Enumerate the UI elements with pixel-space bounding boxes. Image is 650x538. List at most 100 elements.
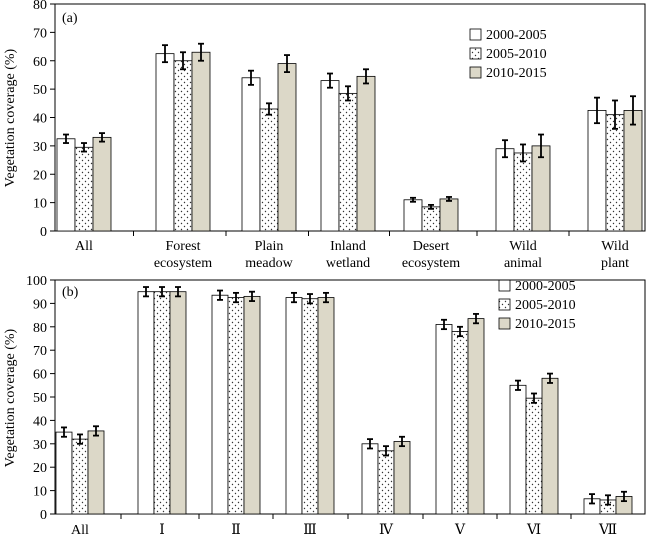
panel-a: Vegetation coverage (%) (a) 2000-2005200… — [3, 0, 646, 271]
bar — [155, 53, 175, 232]
error-bar — [538, 133, 544, 159]
bar — [393, 441, 411, 515]
error-bar — [266, 102, 272, 116]
error-bar — [99, 132, 105, 143]
legend-swatch — [469, 66, 482, 79]
category-label: Ⅵ — [526, 523, 541, 538]
error-bar — [630, 95, 636, 126]
error-bar — [327, 72, 333, 89]
bar — [531, 145, 551, 232]
error-bar — [399, 435, 405, 448]
category-label: Ⅴ — [454, 523, 466, 538]
y-tick-label: 70 — [33, 344, 47, 359]
error-bar — [446, 196, 452, 202]
bar — [623, 110, 643, 232]
error-bar — [198, 42, 204, 62]
category-labels-b: All Ⅰ Ⅱ Ⅲ Ⅳ Ⅴ Ⅵ Ⅶ — [71, 523, 617, 538]
category-label: plant — [601, 256, 629, 271]
category-label: Ⅳ — [379, 523, 394, 538]
legend-swatch — [469, 47, 482, 60]
category-label: ecosystem — [154, 256, 212, 271]
error-bar — [531, 392, 537, 404]
bar — [301, 298, 319, 515]
error-bar — [249, 290, 255, 302]
error-bar — [77, 433, 83, 445]
error-bar — [63, 133, 69, 144]
bar — [361, 443, 379, 515]
y-tick-label: 70 — [33, 26, 47, 41]
axes-b: 0 10 20 30 40 50 60 70 80 90 100 — [26, 274, 646, 523]
error-bar — [307, 293, 313, 305]
y-tick-label: 20 — [33, 461, 47, 476]
bar — [285, 297, 303, 515]
error-bar — [441, 318, 447, 331]
category-label: animal — [504, 256, 542, 271]
legend-swatch — [469, 28, 482, 41]
bar — [605, 114, 625, 232]
y-tick-label: 10 — [33, 197, 47, 212]
error-bar — [605, 494, 611, 506]
bar — [153, 291, 171, 515]
category-label: Forest — [166, 239, 201, 254]
bar — [211, 294, 229, 515]
bar — [541, 377, 559, 515]
error-bar — [612, 99, 618, 130]
error-bar — [520, 143, 526, 163]
y-tick-label: 60 — [33, 55, 47, 70]
panel-label-b: (b) — [62, 285, 79, 300]
error-bar — [233, 291, 239, 304]
category-label: Ⅰ — [159, 523, 165, 538]
category-label: Ⅱ — [231, 523, 241, 538]
category-label: ecosystem — [402, 256, 460, 271]
category-label: Desert — [413, 239, 450, 254]
legend-swatch — [498, 279, 511, 292]
error-bar — [284, 54, 290, 73]
bar — [525, 397, 543, 515]
category-label: Ⅲ — [303, 523, 317, 538]
bar — [509, 384, 527, 515]
bar — [87, 430, 105, 515]
bar — [403, 199, 423, 232]
error-bar — [383, 445, 389, 457]
y-tick-label: 30 — [33, 140, 47, 155]
y-tick-label: 40 — [33, 112, 47, 127]
y-tick-label: 10 — [33, 485, 47, 500]
bar — [587, 110, 607, 232]
category-label: Wild — [509, 239, 536, 254]
y-axis-title-a: Vegetation coverage (%) — [3, 48, 18, 187]
bar — [137, 291, 155, 515]
error-bar — [248, 69, 254, 86]
legend-b: 2000-2005 2005-2010 2010-2015 — [498, 279, 576, 332]
error-bar — [367, 438, 373, 450]
error-bar — [502, 139, 508, 159]
bar — [338, 92, 358, 232]
bars-a — [56, 42, 643, 232]
y-axis-title-b: Vegetation coverage (%) — [3, 328, 18, 467]
error-bar — [345, 85, 351, 102]
y-tick-label: 50 — [33, 83, 47, 98]
error-bar — [175, 286, 181, 298]
y-tick-label: 50 — [33, 391, 47, 406]
bar — [241, 77, 261, 232]
bar — [243, 295, 261, 515]
y-tick-label: 0 — [40, 225, 47, 240]
category-label: wetland — [326, 256, 370, 271]
y-tick-label: 80 — [33, 0, 47, 13]
error-bar — [547, 372, 553, 384]
bar — [495, 148, 515, 232]
error-bar — [180, 51, 186, 71]
error-bar — [515, 379, 521, 391]
legend-label: 2000-2005 — [515, 279, 576, 294]
error-bar — [61, 426, 67, 438]
bar — [55, 431, 73, 515]
bar — [513, 152, 533, 232]
error-bar — [81, 142, 87, 153]
error-bar — [594, 96, 600, 125]
category-label: All — [71, 523, 89, 538]
y-tick-label: 30 — [33, 438, 47, 453]
error-bar — [162, 44, 168, 64]
legend-swatch — [498, 317, 511, 330]
legend-label: 2005-2010 — [515, 298, 576, 313]
bar — [451, 331, 469, 515]
bar — [439, 198, 459, 232]
